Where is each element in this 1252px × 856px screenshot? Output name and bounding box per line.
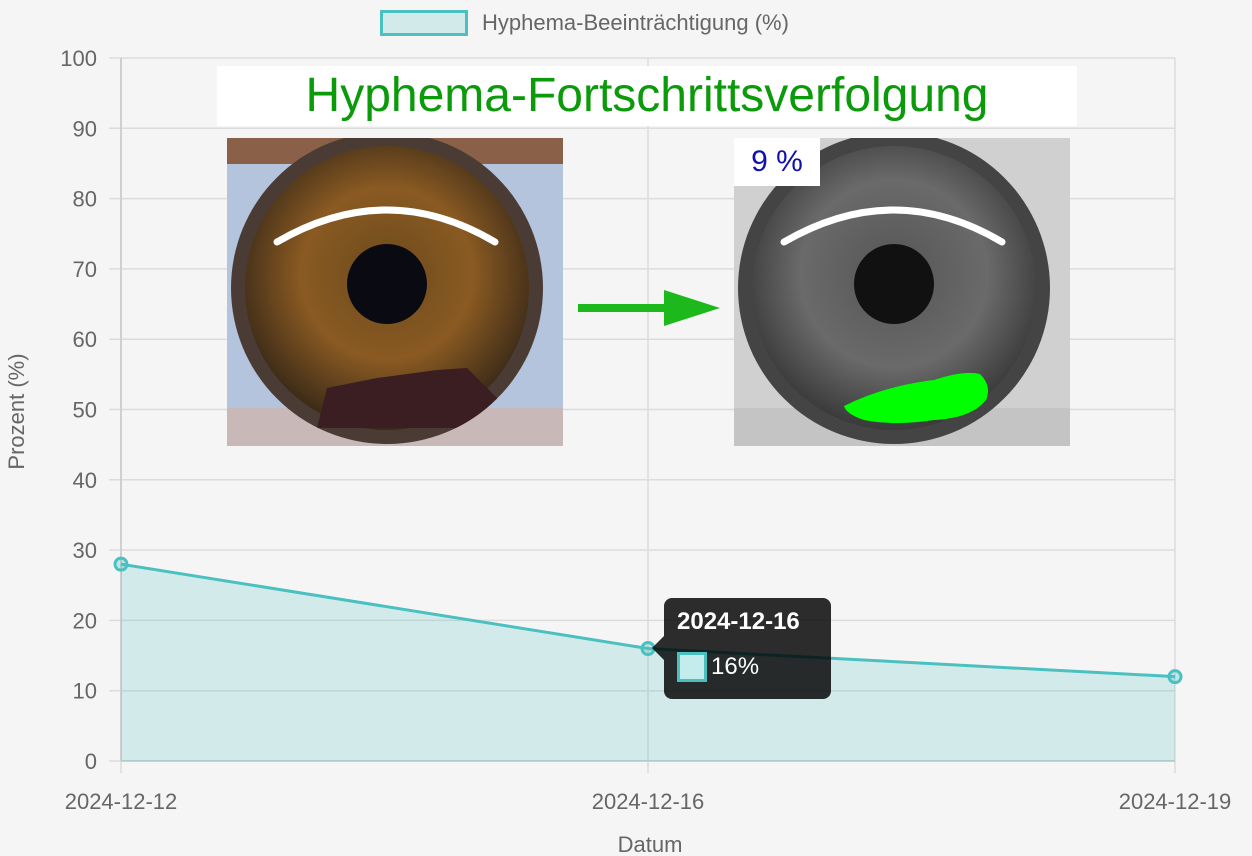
- overlay-title: Hyphema-Fortschrittsverfolgung: [217, 66, 1077, 126]
- x-tick-label: 2024-12-19: [1119, 789, 1232, 814]
- tooltip-swatch: [677, 652, 707, 682]
- x-axis-title: Datum: [618, 832, 683, 856]
- result-percent-badge: 9 %: [734, 138, 820, 186]
- x-tick-label: 2024-12-12: [65, 789, 178, 814]
- y-tick-label: 70: [73, 257, 97, 282]
- y-tick-label: 80: [73, 187, 97, 212]
- eye-photo-processed: [734, 138, 1070, 446]
- chart-legend[interactable]: Hyphema-Beeinträchtigung (%): [380, 8, 789, 38]
- y-tick-label: 100: [60, 46, 97, 71]
- arrow-right-icon: [578, 290, 720, 326]
- tooltip-value: 16%: [711, 653, 760, 680]
- tooltip-title: 2024-12-16: [677, 608, 800, 635]
- y-axis-title: Prozent (%): [4, 353, 29, 469]
- legend-swatch[interactable]: [380, 10, 468, 36]
- data-point: [113, 556, 129, 572]
- y-tick-label: 10: [73, 679, 97, 704]
- y-tick-label: 60: [73, 327, 97, 352]
- eye-photo-original: [227, 138, 563, 446]
- legend-label[interactable]: Hyphema-Beeinträchtigung (%): [482, 10, 789, 35]
- data-point: [1167, 669, 1183, 685]
- x-tick-label: 2024-12-16: [592, 789, 705, 814]
- tooltip-row: 16%: [677, 652, 818, 682]
- chart-tooltip: 2024-12-16 16%: [652, 598, 831, 699]
- series-area: [121, 564, 1175, 761]
- y-tick-label: 30: [73, 538, 97, 563]
- y-tick-label: 90: [73, 116, 97, 141]
- series-line: [120, 562, 1176, 679]
- y-tick-label: 50: [73, 398, 97, 423]
- hyphema-highlight: [844, 372, 988, 423]
- y-tick-label: 20: [73, 608, 97, 633]
- y-axis-ticks: 0 10 20 30 40 50 60 70 80 90 100: [60, 46, 97, 774]
- y-tick-label: 40: [73, 468, 97, 493]
- x-axis-ticks: 2024-12-12 2024-12-16 2024-12-19: [65, 789, 1232, 814]
- y-tick-label: 0: [85, 749, 97, 774]
